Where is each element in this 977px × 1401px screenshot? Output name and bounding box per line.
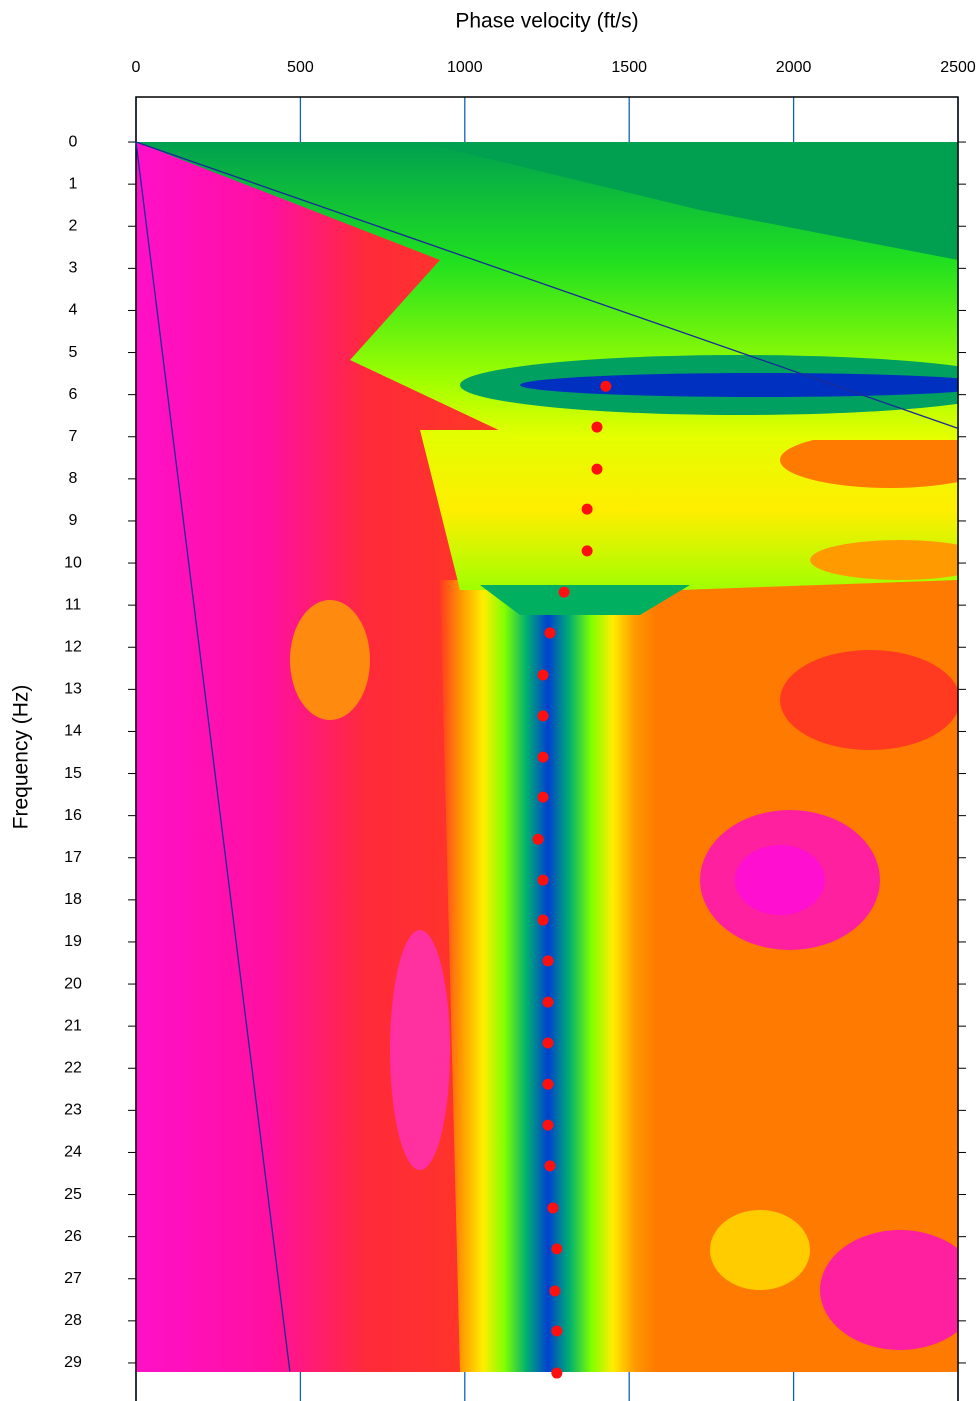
y-axis-title: Frequency (Hz) xyxy=(10,685,33,830)
y-tick-label: 12 xyxy=(64,638,82,655)
x-tick-label: 2500 xyxy=(940,59,976,76)
x-axis-title: Phase velocity (ft/s) xyxy=(455,10,638,33)
pick-point xyxy=(591,422,602,433)
pick-point xyxy=(542,955,553,966)
y-tick-label: 11 xyxy=(65,596,82,613)
pick-point xyxy=(547,1203,558,1214)
heat-blob xyxy=(710,1210,810,1290)
pick-point xyxy=(544,627,555,638)
y-tick-label: 15 xyxy=(64,765,82,782)
heat-blob xyxy=(290,600,370,720)
x-tick-label: 2000 xyxy=(776,59,812,76)
pick-point xyxy=(533,834,544,845)
pick-point xyxy=(538,875,549,886)
y-tick-label: 26 xyxy=(64,1228,82,1245)
y-tick-label: 18 xyxy=(64,891,82,908)
x-tick-label: 0 xyxy=(132,59,141,76)
y-tick-label: 0 xyxy=(69,133,78,150)
pick-point xyxy=(551,1243,562,1254)
y-tick-label: 25 xyxy=(64,1186,82,1203)
y-tick-label: 10 xyxy=(64,554,82,571)
y-tick-label: 22 xyxy=(64,1059,82,1076)
y-tick-label: 3 xyxy=(69,260,78,277)
pick-point xyxy=(582,504,593,515)
y-tick-label: 6 xyxy=(69,386,78,403)
heat-blob xyxy=(820,1230,977,1350)
heat-blob xyxy=(780,650,960,750)
y-tick-label: 20 xyxy=(64,975,82,992)
pick-point xyxy=(600,381,611,392)
pick-point xyxy=(542,1079,553,1090)
y-tick-label: 1 xyxy=(69,175,78,192)
pick-point xyxy=(582,545,593,556)
y-tick-label: 5 xyxy=(69,344,78,361)
y-tick-label: 28 xyxy=(64,1312,82,1329)
dispersion-image xyxy=(136,142,977,1372)
y-tick-label: 21 xyxy=(64,1017,82,1034)
pick-point xyxy=(538,710,549,721)
y-tick-label: 8 xyxy=(69,470,78,487)
x-tick-label: 1000 xyxy=(447,59,483,76)
y-tick-label: 16 xyxy=(64,807,82,824)
y-tick-label: 9 xyxy=(69,512,78,529)
y-tick-label: 23 xyxy=(64,1102,82,1119)
y-tick-label: 19 xyxy=(64,933,82,950)
pick-point xyxy=(551,1368,562,1379)
y-tick-label: 29 xyxy=(64,1354,82,1371)
y-tick-label: 13 xyxy=(64,681,82,698)
pick-point xyxy=(538,792,549,803)
y-tick-label: 17 xyxy=(64,849,82,866)
pick-point xyxy=(542,1120,553,1131)
y-tick-label: 24 xyxy=(64,1144,82,1161)
pick-point xyxy=(549,1285,560,1296)
heat-blob xyxy=(735,845,825,915)
x-tick-label: 500 xyxy=(287,59,314,76)
pick-point xyxy=(538,670,549,681)
pick-point xyxy=(544,1160,555,1171)
pick-point xyxy=(542,1037,553,1048)
pick-point xyxy=(559,587,570,598)
y-tick-label: 2 xyxy=(69,217,78,234)
heat-blob xyxy=(390,930,450,1170)
y-tick-label: 4 xyxy=(69,302,78,319)
y-tick-label: 27 xyxy=(64,1270,82,1287)
pick-point xyxy=(538,752,549,763)
chart: Phase velocity (ft/s) Frequency (Hz) 050… xyxy=(0,0,977,1401)
pick-point xyxy=(591,464,602,475)
y-tick-label: 14 xyxy=(64,723,82,740)
x-tick-label: 1500 xyxy=(611,59,647,76)
pick-point xyxy=(538,915,549,926)
y-tick-label: 7 xyxy=(69,428,78,445)
pick-point xyxy=(542,997,553,1008)
pick-point xyxy=(551,1325,562,1336)
